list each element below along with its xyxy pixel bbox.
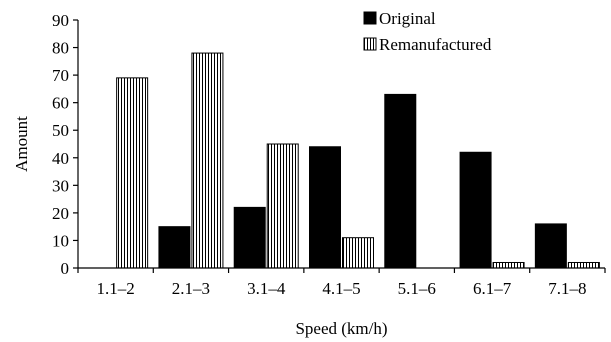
x-tick-label: 7.1–8 bbox=[548, 279, 586, 298]
bar-original bbox=[158, 226, 191, 269]
y-tick-label: 40 bbox=[52, 149, 69, 168]
legend-label: Remanufactured bbox=[379, 35, 492, 54]
y-tick-label: 20 bbox=[52, 204, 69, 223]
bar-remanufactured bbox=[567, 261, 600, 269]
y-axis-ticks: 0 10 20 30 40 50 60 70 80 90 bbox=[52, 11, 78, 278]
x-tick-label: 4.1–5 bbox=[322, 279, 360, 298]
x-axis-ticks: 1.1–2 2.1–3 3.1–4 4.1–5 5.1–6 6.1–7 7.1–8 bbox=[77, 268, 606, 298]
bar-original bbox=[534, 223, 567, 269]
y-tick-label: 30 bbox=[52, 176, 69, 195]
bar-original bbox=[384, 93, 417, 269]
y-tick-label: 90 bbox=[52, 11, 69, 30]
x-tick-label: 5.1–6 bbox=[398, 279, 436, 298]
x-tick-label: 6.1–7 bbox=[473, 279, 512, 298]
x-tick-label: 3.1–4 bbox=[247, 279, 286, 298]
y-tick-label: 80 bbox=[52, 39, 69, 58]
x-tick-label: 2.1–3 bbox=[172, 279, 210, 298]
bar-remanufactured bbox=[116, 77, 149, 269]
bar-original bbox=[233, 206, 266, 269]
bar-remanufactured bbox=[266, 143, 299, 269]
y-tick-label: 70 bbox=[52, 66, 69, 85]
bar-remanufactured bbox=[492, 261, 525, 269]
bars bbox=[116, 52, 600, 269]
bar-original bbox=[309, 146, 341, 269]
legend-swatch bbox=[363, 37, 377, 51]
y-tick-label: 0 bbox=[61, 259, 70, 278]
legend: Original Remanufactured bbox=[363, 9, 492, 54]
bar-remanufactured bbox=[342, 237, 374, 269]
x-tick-label: 1.1–2 bbox=[97, 279, 135, 298]
y-tick-label: 50 bbox=[52, 121, 69, 140]
y-axis-title: Amount bbox=[12, 116, 31, 172]
bar-remanufactured bbox=[191, 52, 224, 269]
legend-swatch bbox=[363, 11, 377, 25]
y-tick-label: 60 bbox=[52, 94, 69, 113]
bar-original bbox=[459, 151, 492, 269]
legend-label: Original bbox=[379, 9, 436, 28]
x-axis-title: Speed (km/h) bbox=[295, 319, 387, 338]
y-tick-label: 10 bbox=[52, 231, 69, 250]
